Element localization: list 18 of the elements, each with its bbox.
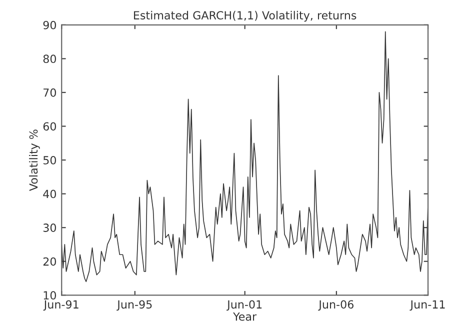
y-axis-title: Volatility % xyxy=(29,130,40,191)
y-tick-label: 80 xyxy=(43,54,56,64)
x-tick-label: Jun-91 xyxy=(43,300,78,311)
y-tick-label: 70 xyxy=(44,88,56,97)
y-tick-label: 90 xyxy=(43,20,56,30)
y-tick-label: 20 xyxy=(43,257,56,266)
line-series xyxy=(62,31,428,282)
y-tick-label: 50 xyxy=(43,156,56,164)
y-tick-label: 30 xyxy=(43,224,56,232)
x-tick-label: Jun-06 xyxy=(318,300,354,311)
y-tick-label: 60 xyxy=(43,122,56,131)
x-tick-label: Jun-01 xyxy=(226,300,262,311)
y-tick-label: 10 xyxy=(44,291,56,300)
chart-title: Estimated GARCH(1,1) Volatility, returns xyxy=(134,10,356,22)
x-axis-title: Year xyxy=(233,312,257,321)
y-tick-label: 40 xyxy=(43,190,56,198)
x-tick-label: Jun-95 xyxy=(116,300,152,311)
x-tick-label: Jun-11 xyxy=(410,300,445,311)
